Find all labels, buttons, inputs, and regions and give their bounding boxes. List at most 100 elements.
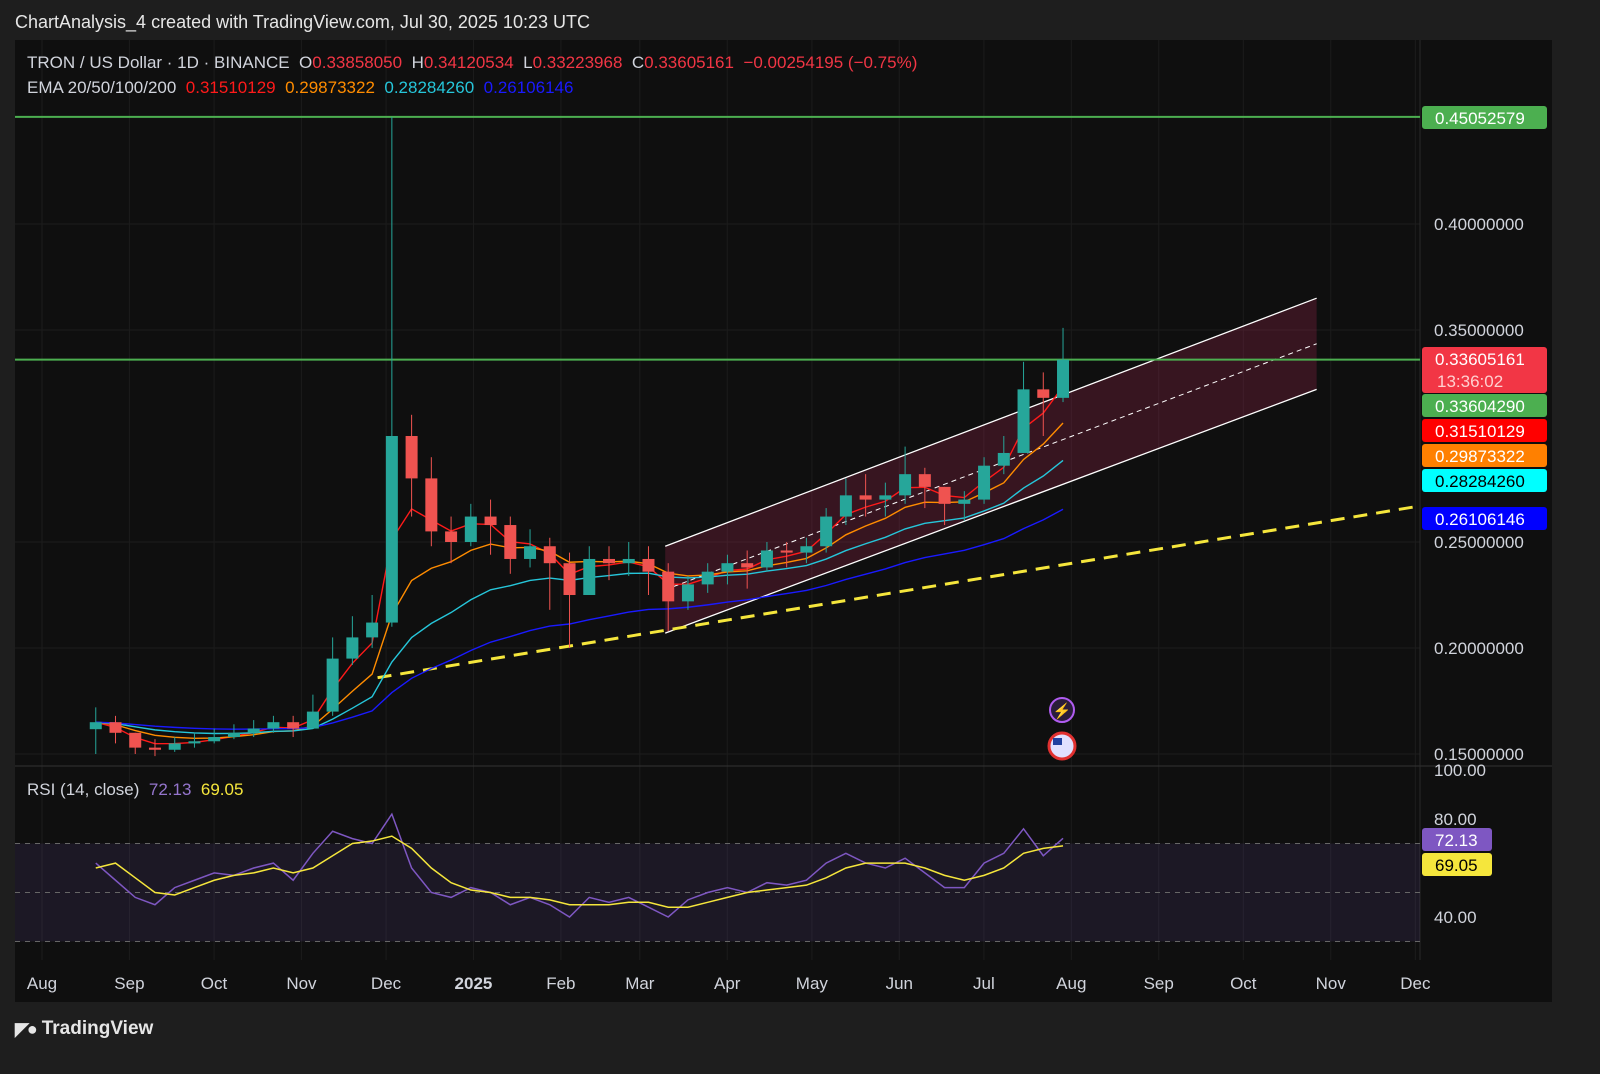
close-value: 0.33605161: [644, 53, 734, 72]
rsi-tag-label: 72.13: [1435, 831, 1478, 850]
candle-body: [721, 563, 734, 572]
candle-body: [938, 486, 951, 504]
chart-title: ChartAnalysis_4 created with TradingView…: [15, 12, 590, 32]
candle-body: [1037, 389, 1050, 398]
countdown-label: 13:36:02: [1437, 372, 1503, 391]
price-tag-label: 0.28284260: [1435, 472, 1525, 491]
support-trendline: [377, 504, 1421, 680]
x-tick-label: Mar: [625, 974, 655, 993]
lightning-glyph: ⚡: [1053, 702, 1072, 720]
tradingview-logo[interactable]: ◤● TradingView: [15, 1018, 153, 1040]
candle-body: [89, 722, 102, 730]
candle-body: [820, 516, 833, 547]
y-tick-label: 0.40000000: [1434, 215, 1524, 234]
price-tag: [1422, 394, 1547, 417]
x-tick-label: Dec: [1400, 974, 1431, 993]
candle-body: [603, 558, 615, 564]
channel-mid-line: [665, 343, 1317, 591]
x-tick-label: Nov: [1316, 974, 1347, 993]
low-value: 0.33223968: [532, 53, 623, 72]
candle-body: [701, 571, 714, 585]
price-tag: [1422, 106, 1547, 129]
candle-body: [129, 732, 142, 748]
candle-body: [425, 478, 438, 532]
candle-body: [681, 584, 694, 602]
y-tick-label: 0.15000000: [1434, 745, 1524, 764]
candle-body: [563, 563, 576, 595]
candle-body: [958, 499, 971, 504]
candle-body: [247, 728, 260, 733]
candle-body: [346, 637, 359, 659]
y-tick-label: 0.25000000: [1434, 533, 1524, 552]
x-tick-label: Nov: [286, 974, 317, 993]
x-tick-label: Apr: [714, 974, 741, 993]
chart-panel[interactable]: [15, 40, 1552, 1002]
x-tick-label: Aug: [27, 974, 57, 993]
price-tag: [1422, 444, 1547, 467]
candle-body: [188, 741, 201, 744]
ema-50-line: [95, 422, 1064, 740]
candle-body: [148, 747, 161, 750]
rsi-legend: RSI (14, close) 72.13 69.05: [27, 780, 243, 800]
y-tick-label: 0.20000000: [1434, 639, 1524, 658]
candle-body: [583, 558, 596, 595]
candle-body: [760, 550, 773, 568]
rsi-label[interactable]: RSI (14, close): [27, 780, 140, 799]
tradingview-logo-icon: ◤●: [15, 1018, 38, 1039]
rsi-line: [95, 812, 1064, 918]
candle-body: [484, 516, 497, 526]
us-flag-event-icon: [1047, 731, 1077, 761]
symbol-name[interactable]: TRON / US Dollar · 1D · BINANCE: [27, 53, 290, 72]
close-label: C: [631, 53, 645, 72]
price-tag: [1422, 419, 1547, 442]
x-tick-label: Oct: [1230, 974, 1257, 993]
low-label: L: [523, 53, 533, 72]
candle-body: [366, 622, 379, 638]
flag-canton: [1053, 738, 1062, 745]
candle-body: [445, 531, 458, 542]
price-tag: [1422, 507, 1547, 530]
rsi-ma-line: [95, 835, 1064, 908]
candle-body: [405, 436, 418, 479]
rsi-tag-label: 69.05: [1435, 856, 1478, 875]
channel-lower-line: [664, 388, 1317, 634]
price-tag: [1422, 469, 1547, 492]
channel-fill: [665, 298, 1317, 634]
candle-body: [287, 722, 300, 729]
rsi-tick-label: 80.00: [1434, 810, 1477, 829]
candle-body: [997, 452, 1010, 466]
price-tag-label: 0.31510129: [1435, 422, 1525, 441]
rsi-tick-label: 100.00: [1434, 761, 1486, 780]
ema50-value: 0.29873322: [285, 78, 375, 97]
candle-body: [504, 525, 517, 559]
high-value: 0.34120534: [423, 53, 514, 72]
candle-body: [622, 558, 635, 564]
price-tag-label: 0.29873322: [1435, 447, 1525, 466]
candle-body: [780, 550, 793, 553]
x-tick-label: Feb: [546, 974, 575, 993]
x-tick-label: Jul: [973, 974, 995, 993]
x-tick-label: Dec: [371, 974, 402, 993]
price-tag-label: 0.45052579: [1435, 109, 1525, 128]
x-tick-label: Sep: [1144, 974, 1174, 993]
high-label: H: [411, 53, 424, 72]
candle-body: [464, 516, 477, 542]
rsi-ma-value: 69.05: [200, 780, 244, 799]
candle-body: [899, 474, 912, 496]
x-tick-label: Sep: [114, 974, 144, 993]
candle-body: [859, 495, 872, 500]
open-label: O: [299, 53, 313, 72]
x-tick-label: Oct: [201, 974, 228, 993]
ema20-value: 0.31510129: [185, 78, 276, 97]
rsi-tag: [1422, 853, 1492, 876]
candle-body: [839, 495, 852, 517]
x-tick-label: Jun: [886, 974, 913, 993]
candle-body: [800, 546, 813, 553]
candle-body: [918, 474, 931, 487]
candle-body: [306, 711, 319, 729]
ema-label[interactable]: EMA 20/50/100/200: [27, 78, 177, 97]
candle-body: [326, 658, 339, 712]
candle-body: [662, 571, 675, 602]
lightning-event-icon: [1049, 697, 1075, 723]
